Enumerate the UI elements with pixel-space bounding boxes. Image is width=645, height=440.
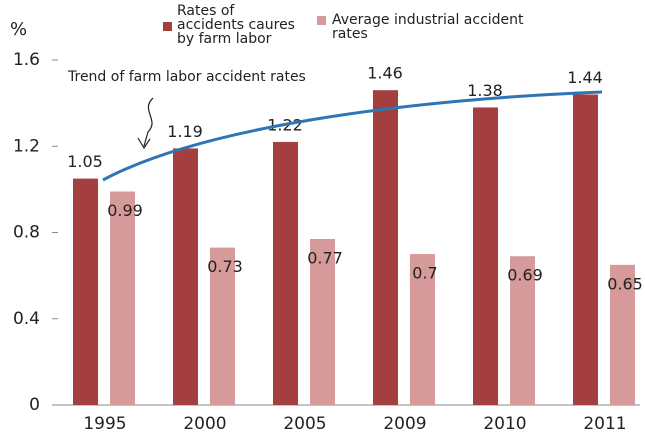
legend-swatch bbox=[317, 16, 326, 25]
data-label: 0.99 bbox=[107, 201, 143, 220]
data-label: 1.19 bbox=[167, 122, 203, 141]
data-label: 0.65 bbox=[607, 274, 643, 293]
trend-line bbox=[102, 90, 603, 182]
bar bbox=[373, 90, 398, 405]
bar bbox=[473, 107, 498, 405]
bar bbox=[510, 256, 535, 405]
data-label: 1.05 bbox=[67, 152, 103, 171]
data-label: 1.44 bbox=[567, 68, 603, 87]
y-tick-label: 0.8 bbox=[13, 223, 40, 243]
bar bbox=[110, 191, 135, 405]
data-label: 0.69 bbox=[507, 266, 543, 285]
x-tick-label: 2010 bbox=[483, 414, 526, 434]
y-tick-label: 1.2 bbox=[13, 136, 40, 156]
bar bbox=[173, 148, 198, 405]
legend-swatch bbox=[163, 22, 172, 31]
x-tick-label: 2000 bbox=[183, 414, 226, 434]
legend-label: Average industrial accident rates bbox=[332, 12, 524, 42]
annotation: Trend of farm labor accident rates bbox=[67, 69, 306, 85]
y-tick-label: 0 bbox=[29, 395, 40, 415]
x-tick-label: 2009 bbox=[383, 414, 426, 434]
x-tick-label: 2011 bbox=[583, 414, 626, 434]
legend-label: Rates of accidents caures by farm labor bbox=[177, 3, 295, 47]
data-label: 0.77 bbox=[307, 248, 343, 267]
x-tick-label: 2005 bbox=[283, 414, 326, 434]
data-label: 1.46 bbox=[367, 64, 403, 83]
x-tick-label: 1995 bbox=[83, 414, 126, 434]
bar bbox=[610, 264, 635, 405]
y-tick-label: 0.4 bbox=[13, 309, 40, 329]
y-tick-label: 1.6 bbox=[13, 50, 40, 70]
bar bbox=[573, 94, 598, 405]
annotation-arrow bbox=[137, 97, 154, 150]
bar bbox=[73, 178, 98, 405]
y-axis-label: % bbox=[10, 19, 27, 40]
data-label: 0.73 bbox=[207, 257, 243, 276]
data-label: 1.38 bbox=[467, 81, 503, 100]
bar bbox=[310, 238, 335, 405]
bar bbox=[410, 254, 435, 405]
bar bbox=[273, 141, 298, 405]
data-label: 0.7 bbox=[412, 264, 437, 283]
bar bbox=[210, 247, 235, 405]
